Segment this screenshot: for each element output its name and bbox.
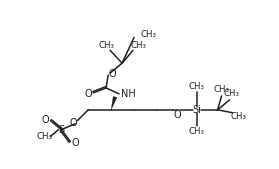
Text: CH₃: CH₃ (98, 41, 114, 50)
Text: O: O (173, 110, 181, 120)
Text: CH₃: CH₃ (189, 82, 205, 91)
Text: CH₃: CH₃ (214, 86, 230, 94)
Text: CH₃: CH₃ (230, 112, 247, 121)
Polygon shape (111, 96, 117, 110)
Text: CH₃: CH₃ (37, 132, 52, 141)
Text: O: O (71, 138, 79, 148)
Text: Si: Si (192, 105, 201, 115)
Text: CH₃: CH₃ (189, 127, 205, 136)
Text: O: O (42, 115, 49, 125)
Text: NH: NH (121, 89, 136, 99)
Text: O: O (85, 89, 92, 99)
Text: S: S (58, 125, 64, 135)
Text: CH₃: CH₃ (141, 30, 157, 39)
Text: CH₃: CH₃ (223, 89, 240, 98)
Text: O: O (108, 69, 116, 79)
Text: CH₃: CH₃ (130, 41, 146, 50)
Text: O: O (69, 118, 77, 128)
